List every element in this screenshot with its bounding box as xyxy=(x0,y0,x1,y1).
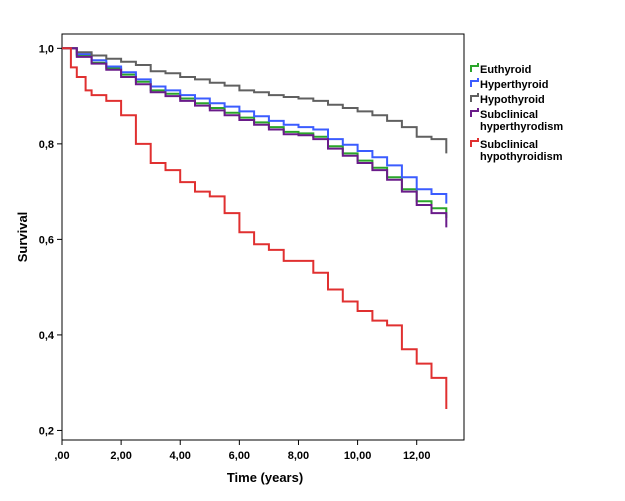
series-line-subclinical-hypothyroidism xyxy=(62,47,448,409)
legend: Euthyroid Hyperthyroid Hypothyroid Subclini… xyxy=(470,63,563,163)
x-tick-label: ,00 xyxy=(54,450,69,462)
x-axis-title: Time (years) xyxy=(227,470,303,485)
y-tick-label: 1,0 xyxy=(39,43,54,55)
legend-swatch xyxy=(470,63,479,72)
x-axis: ,00 2,00 4,00 6,00 8,00 10,00 12,00 xyxy=(54,440,430,462)
x-tick-label: 2,00 xyxy=(110,450,131,462)
y-tick-label: 0,6 xyxy=(39,234,54,246)
legend-label: Hyperthyroid xyxy=(480,79,548,91)
y-axis: 0,2 0,4 0,6 0,8 1,0 xyxy=(39,43,62,437)
series-line-hyperthyroid xyxy=(62,47,448,204)
legend-swatch xyxy=(470,138,479,147)
plot-frame xyxy=(61,33,465,441)
legend-swatch xyxy=(470,93,479,102)
legend-swatch xyxy=(470,78,479,87)
y-tick-label: 0,2 xyxy=(39,425,54,437)
x-tick-label: 6,00 xyxy=(229,450,250,462)
series-layer xyxy=(62,47,448,409)
series-line-subclinical-hyperthyrodism xyxy=(62,47,448,228)
series-line-hypothyroid xyxy=(62,47,448,154)
x-tick-label: 8,00 xyxy=(288,450,309,462)
y-tick-label: 0,4 xyxy=(39,330,55,342)
legend-label: Subclinical xyxy=(480,139,538,151)
y-tick-label: 0,8 xyxy=(39,139,54,151)
legend-label: Euthyroid xyxy=(480,64,531,76)
legend-label: hypothyroidism xyxy=(480,151,563,163)
series-line-euthyroid xyxy=(62,47,448,218)
x-tick-label: 4,00 xyxy=(170,450,191,462)
x-tick-label: 12,00 xyxy=(403,450,431,462)
y-axis-title: Survival xyxy=(15,212,30,263)
legend-label: Hypothyroid xyxy=(480,94,545,106)
legend-label: hyperthyrodism xyxy=(480,121,563,133)
x-tick-label: 10,00 xyxy=(344,450,372,462)
legend-swatch xyxy=(470,108,479,117)
legend-label: Subclinical xyxy=(480,109,538,121)
